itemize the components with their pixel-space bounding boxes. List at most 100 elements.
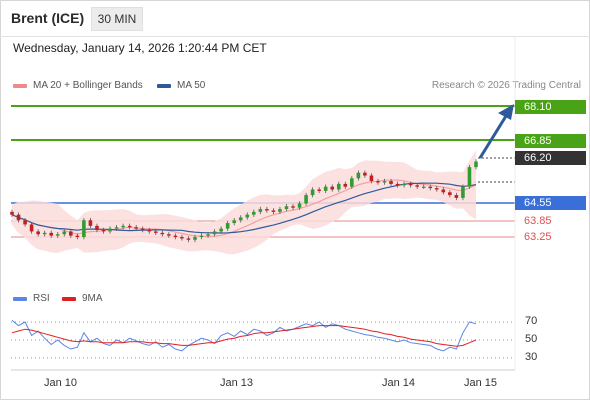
candle-body [317, 189, 321, 191]
resistance-2-tag: 68.10 [515, 100, 586, 114]
candle-body [421, 186, 426, 188]
candle-body [402, 183, 406, 186]
candle-body [467, 167, 472, 187]
candle-body [278, 209, 282, 212]
rsi-line [11, 319, 477, 352]
candle-body [408, 183, 413, 186]
instrument-title: Brent (ICE) [11, 10, 85, 26]
candle-body [108, 228, 112, 232]
candle-body [10, 211, 14, 215]
ma50-swatch [157, 83, 171, 88]
rsi-ma-legend: 9MA [62, 293, 103, 304]
support-2-label: 63.25 [524, 231, 552, 243]
candle-body [69, 231, 73, 236]
candle-body [265, 209, 269, 211]
rsi-ma-swatch [62, 296, 76, 301]
candle-body [336, 183, 341, 190]
candle-body [134, 227, 138, 229]
ma20-swatch [13, 83, 27, 88]
candle-body [212, 231, 217, 235]
candle-body [36, 231, 40, 235]
candle-body [461, 186, 465, 198]
candle-body [167, 234, 171, 236]
candle-body [75, 235, 80, 238]
rsi-legend: RSI [13, 293, 50, 304]
header-bar: Brent (ICE) 30 MIN [0, 0, 590, 37]
timeframe-button[interactable]: 30 MIN [91, 7, 143, 31]
candle-body [252, 211, 256, 215]
rsi-ma-legend-label: 9MA [82, 293, 103, 304]
candle-body [271, 210, 276, 212]
candle-body [49, 232, 54, 236]
candle-body [95, 225, 99, 231]
candle-body [350, 178, 354, 187]
resistance-1-tag: 66.85 [515, 134, 586, 148]
projection-arrow-head [498, 104, 514, 120]
legend-ma20-bollinger: MA 20 + Bollinger Bands [13, 80, 143, 91]
candle-body [454, 195, 459, 198]
timestamp: Wednesday, January 14, 2026 1:20:44 PM C… [13, 41, 267, 55]
candle-body [121, 225, 125, 228]
candle-body [310, 189, 315, 196]
ma20-line [11, 179, 477, 238]
last-price-tag: 66.20 [515, 151, 586, 165]
candle-body [186, 238, 191, 240]
legend-label: MA 50 [177, 80, 206, 91]
candle-body [127, 225, 132, 228]
candle-body [160, 232, 165, 235]
candle-body [258, 209, 263, 212]
candle-body [232, 220, 236, 224]
candle-body [389, 181, 393, 184]
candle-body [343, 183, 348, 187]
candle-body [291, 206, 295, 208]
candle-body [363, 172, 367, 176]
credit-text: Research © 2026 Trading Central [431, 80, 581, 91]
candle-body [245, 214, 250, 218]
candle-body [55, 234, 60, 236]
pivot-tag: 64.55 [515, 196, 586, 210]
candle-body [415, 185, 419, 187]
candle-body [441, 189, 446, 193]
bollinger-band [12, 150, 476, 255]
candle-body [225, 223, 230, 229]
rsi-legend-label: RSI [33, 293, 50, 304]
date-label-jan10: Jan 10 [44, 377, 78, 389]
candle-body [448, 192, 452, 196]
rsi-swatch [13, 296, 27, 301]
candle-body [29, 224, 34, 232]
date-label-jan14: Jan 14 [382, 377, 416, 389]
candle-body [323, 186, 328, 191]
candle-body [199, 235, 204, 238]
rsi-tick-70: 70 [525, 315, 538, 327]
candle-body [114, 227, 119, 229]
candle-body [23, 220, 27, 225]
candle-body [434, 188, 439, 190]
rsi-tick-30: 30 [525, 351, 538, 363]
date-label-jan13: Jan 13 [220, 377, 254, 389]
projection-arrow-shaft [478, 115, 508, 159]
support-1-label: 63.85 [524, 215, 552, 227]
candle-body [147, 230, 152, 232]
candle-body [173, 235, 178, 238]
candle-body [382, 181, 387, 183]
candle-body [330, 186, 335, 190]
candle-body [16, 214, 21, 221]
rsi-tick-50: 50 [525, 333, 538, 345]
candle-body [42, 232, 47, 235]
candle-body [474, 161, 478, 168]
legend-label: MA 20 + Bollinger Bands [33, 80, 143, 91]
candle-body [88, 220, 93, 226]
candle-body [101, 230, 106, 232]
candle-body [304, 195, 308, 204]
legend-ma50: MA 50 [157, 80, 205, 91]
candle-body [180, 237, 184, 239]
candle-body [428, 186, 433, 189]
candle-body [395, 183, 400, 186]
candle-body [140, 228, 145, 231]
candle-body [153, 231, 158, 233]
candle-body [193, 237, 197, 240]
candle-body [356, 172, 361, 179]
candle-body [369, 175, 374, 182]
date-label-jan15: Jan 15 [464, 377, 498, 389]
